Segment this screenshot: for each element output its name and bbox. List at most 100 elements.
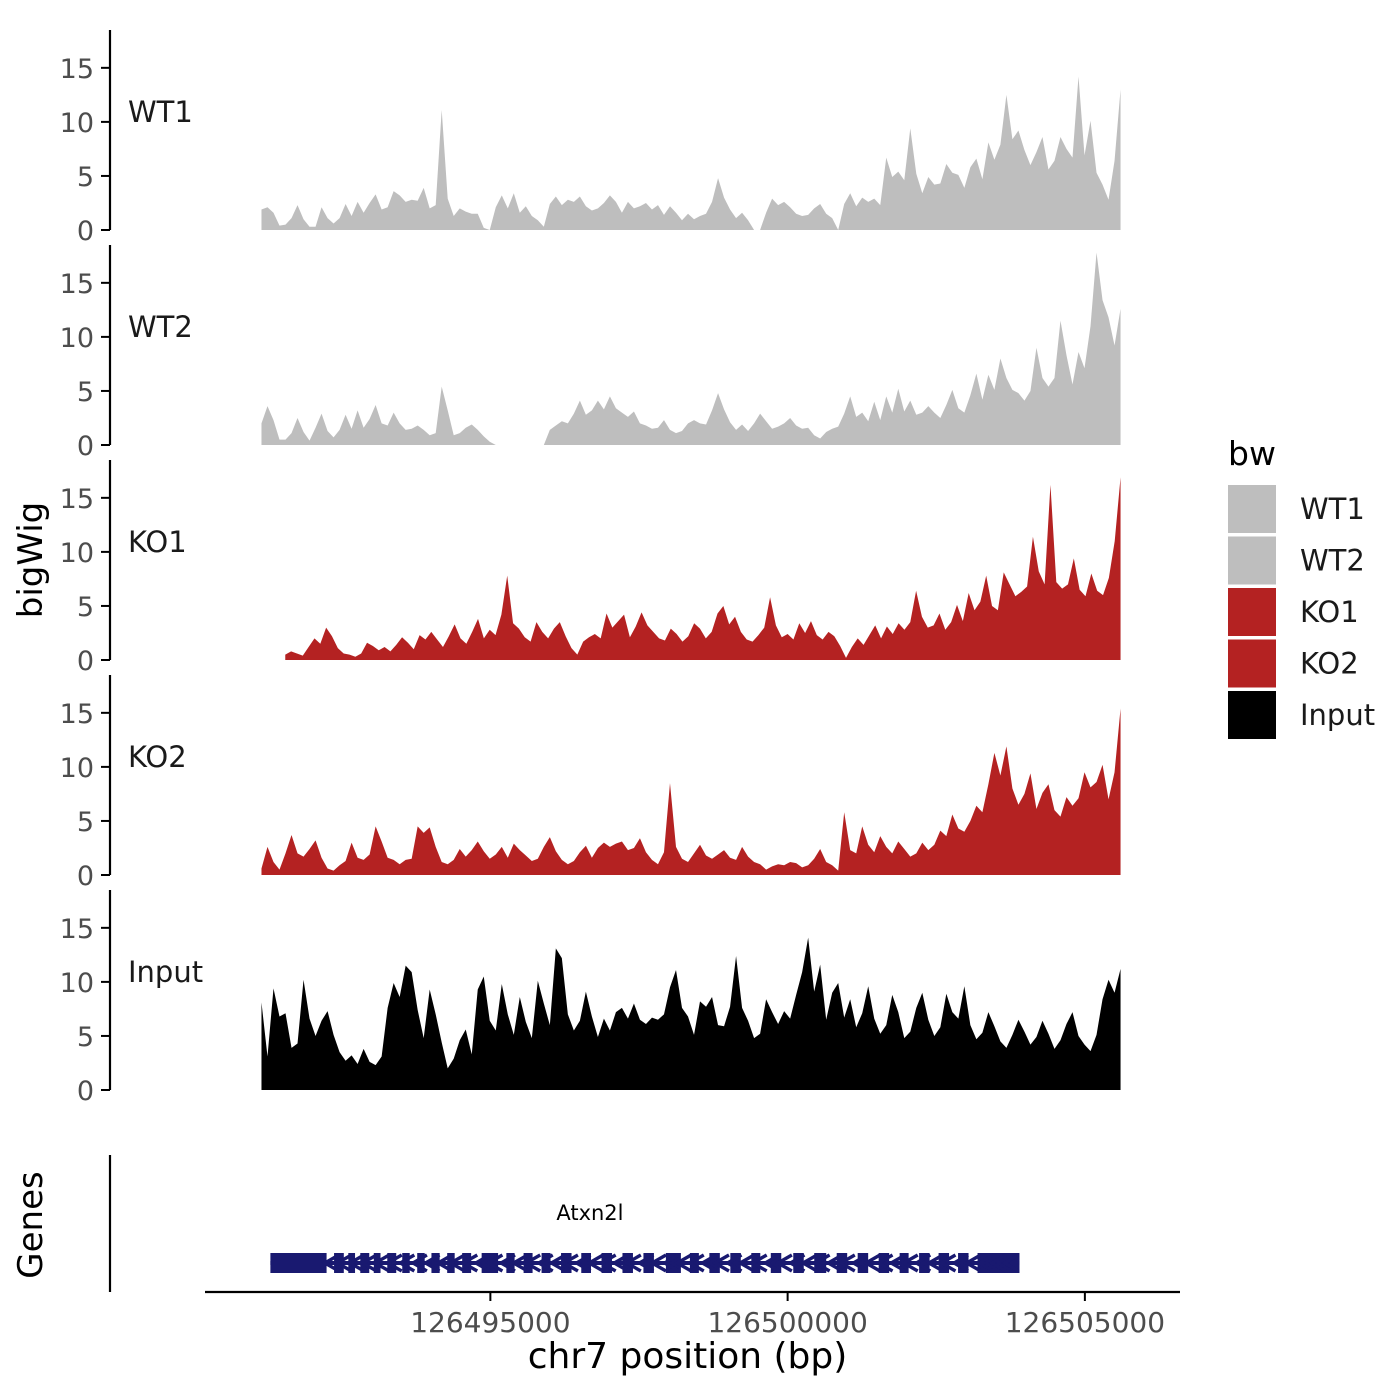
gene-strand-arrow-icon — [560, 1253, 579, 1273]
gene-exon — [793, 1253, 804, 1273]
gene-strand-arrow-icon — [761, 1253, 781, 1273]
gene-strand-arrow-icon — [636, 1253, 655, 1273]
gene-strand-arrow-icon — [875, 1253, 894, 1273]
gene-strand-arrow-icon — [799, 1253, 818, 1273]
legend-title: bw — [1228, 434, 1276, 473]
gene-strand-arrow-icon — [321, 1253, 340, 1273]
gene-strand-arrow-icon — [963, 1253, 982, 1273]
signal-area-input — [261, 937, 1121, 1090]
y-tick-label: 5 — [77, 1022, 94, 1053]
legend: bw WT1 WT2 KO1 KO2 Input — [1228, 434, 1375, 739]
gene-strand-arrow-icon — [484, 1253, 504, 1273]
legend-label-wt2: WT2 — [1300, 544, 1365, 578]
y-tick-label: 5 — [77, 592, 94, 623]
gene-name-label: Atxn2l — [556, 1201, 623, 1225]
gene-strand-arrow-icon — [774, 1253, 793, 1273]
track-panel-wt2: 0 5 10 15 WT2 — [60, 245, 1121, 462]
gene-strand-arrow-icon — [535, 1253, 554, 1273]
y-tick-label: 5 — [77, 377, 94, 408]
gene-strand-arrow-icon — [673, 1253, 693, 1273]
gene-strand-arrow-icon — [749, 1253, 768, 1273]
gene-strand-arrow-icon — [849, 1253, 869, 1273]
panel-strip-label-input: Input — [128, 955, 203, 989]
y-tick-label: 0 — [77, 431, 94, 462]
legend-swatch-wt2[interactable] — [1228, 536, 1276, 585]
y-tick-label: 15 — [60, 699, 94, 730]
gene-strand-arrow-icon — [938, 1253, 957, 1273]
gene-strand-arrow-icon — [698, 1253, 718, 1273]
gene-strand-arrow-icon — [396, 1253, 416, 1273]
gene-exon — [919, 1253, 930, 1273]
gene-exon — [977, 1253, 1020, 1273]
gene-strand-arrow-icon — [510, 1253, 529, 1273]
gene-strand-arrow-icon — [824, 1253, 844, 1273]
gene-strand-arrow-icon — [1000, 1253, 1020, 1273]
gene-strand-arrow-icon — [724, 1253, 743, 1273]
legend-label-wt1: WT1 — [1300, 492, 1365, 526]
gene-strand-arrow-icon — [950, 1253, 969, 1273]
legend-swatch-ko2[interactable] — [1228, 639, 1276, 688]
y-tick-label: 5 — [77, 807, 94, 838]
panel-strip-label-ko2: KO2 — [128, 740, 187, 774]
gene-strand-arrow-icon — [648, 1253, 667, 1273]
x-tick-label: 126505000 — [1005, 1306, 1165, 1339]
gene-strand-arrow-icon — [422, 1253, 441, 1273]
track-panel-ko1: 0 5 10 15 KO1 — [60, 460, 1121, 677]
gene-strand-arrow-icon — [522, 1253, 542, 1273]
gene-strand-arrow-icon — [887, 1253, 906, 1273]
gene-exon — [601, 1253, 612, 1273]
y-tick-label: 15 — [60, 914, 94, 945]
x-tick-label: 126500000 — [707, 1306, 867, 1339]
y-tick-label: 15 — [60, 269, 94, 300]
gene-strand-arrow-icon — [409, 1253, 428, 1273]
panel-strip-label-ko1: KO1 — [128, 525, 187, 559]
gene-strand-arrow-icon — [975, 1253, 995, 1273]
gene-strand-arrow-icon — [447, 1253, 466, 1273]
y-tick-label: 5 — [77, 162, 94, 193]
legend-swatch-wt1[interactable] — [1228, 485, 1276, 533]
genes-panel: Genes Atxn2l — [11, 1155, 1020, 1292]
gene-strand-arrow-icon — [661, 1253, 680, 1273]
y-tick-label: 0 — [77, 216, 94, 247]
gene-strand-arrow-icon — [711, 1253, 730, 1273]
gene-strand-arrow-icon — [610, 1253, 630, 1273]
signal-area-wt2 — [261, 252, 1121, 445]
y-tick-label: 10 — [60, 108, 94, 139]
gene-strand-arrow-icon — [787, 1253, 806, 1273]
y-tick-label: 0 — [77, 646, 94, 677]
gene-exon — [270, 1253, 327, 1273]
x-tick-label: 126495000 — [410, 1306, 570, 1339]
track-panel-input: 0 5 10 15 Input — [60, 890, 1121, 1107]
gene-strand-arrow-icon — [359, 1253, 378, 1273]
gene-strand-arrow-icon — [686, 1253, 705, 1273]
gene-strand-arrow-icon — [434, 1253, 453, 1273]
gene-strand-arrow-icon — [497, 1253, 516, 1273]
gene-strand-arrow-icon — [573, 1253, 592, 1273]
gene-strand-arrow-icon — [837, 1253, 856, 1273]
genes-axis-title: Genes — [11, 1171, 51, 1278]
gene-exon — [387, 1253, 397, 1273]
y-tick-label: 0 — [77, 861, 94, 892]
y-tick-label: 10 — [60, 753, 94, 784]
x-axis: 126495000 126500000 126505000 chr7 position… — [205, 1290, 1180, 1377]
y-tick-label: 15 — [60, 54, 94, 85]
legend-swatch-ko1[interactable] — [1228, 588, 1276, 636]
y-axis-title: bigWig — [11, 502, 51, 619]
gene-strand-arrow-icon — [547, 1253, 567, 1273]
gene-strand-arrow-icon — [472, 1253, 491, 1273]
gene-exon — [878, 1253, 890, 1273]
y-tick-label: 15 — [60, 484, 94, 515]
gene-strand-arrow-icon — [585, 1253, 604, 1273]
gene-strand-arrow-icon — [988, 1253, 1007, 1273]
legend-swatch-input[interactable] — [1228, 691, 1276, 739]
gene-exon — [814, 1253, 827, 1273]
gene-strand-arrow-icon — [346, 1253, 365, 1273]
panel-strip-label-wt2: WT2 — [128, 310, 193, 344]
signal-area-wt1 — [261, 76, 1121, 231]
gene-strand-arrow-icon — [333, 1253, 353, 1273]
gene-strand-arrow-icon — [371, 1253, 391, 1273]
gene-exon — [689, 1253, 699, 1273]
y-tick-label: 10 — [60, 968, 94, 999]
gene-exon — [665, 1253, 681, 1273]
